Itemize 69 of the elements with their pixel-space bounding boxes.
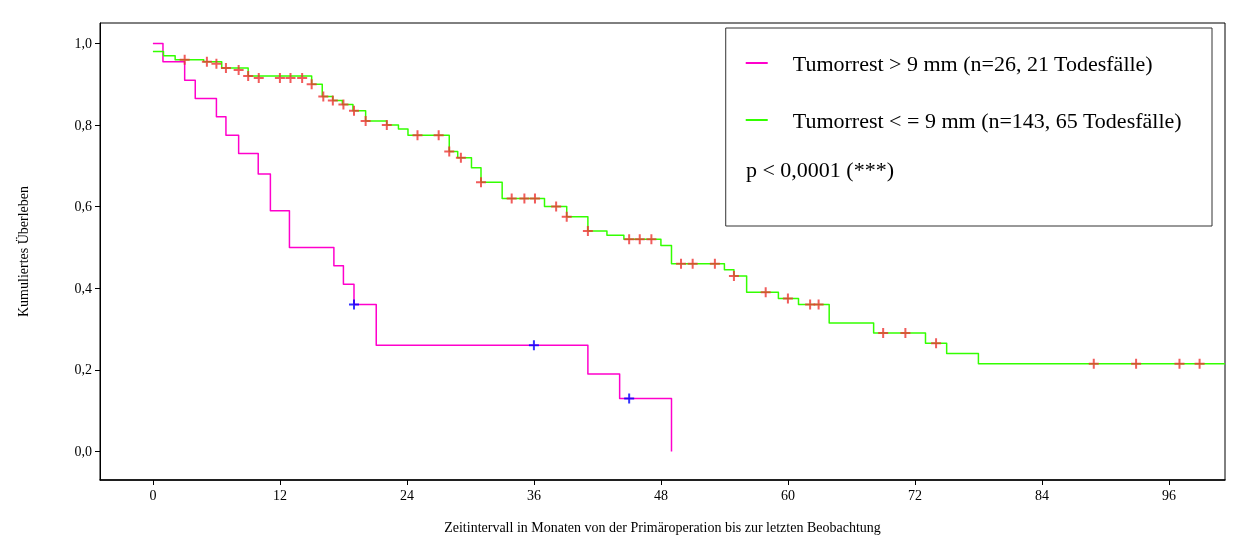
point [551,201,562,212]
y-tick-label: 0,4 [74,280,92,296]
point [687,258,698,269]
point [1088,358,1099,369]
point [381,120,392,131]
annotation: p < 0,0001 (***) [745,156,894,182]
point [624,234,635,245]
point [360,115,371,126]
point [782,293,793,304]
point [1174,358,1185,369]
x-tick-label: 72 [907,487,922,503]
point [243,71,254,82]
y-tick-label: 0,0 [74,443,92,459]
x-axis-title: Zeitintervall in Monaten von der Primäroperation bis zur letzten Beobachtung [444,519,881,535]
point [931,338,942,349]
x-tick-label: 60 [780,487,795,503]
point [582,226,593,237]
point [476,177,486,188]
point [529,193,540,204]
point [561,211,572,222]
point [211,58,222,69]
point [349,105,359,116]
x-tick-label: 96 [1161,487,1176,503]
point [813,299,824,310]
point [634,234,645,245]
point [274,73,285,84]
y-tick-label: 0,8 [74,117,92,133]
point [519,193,530,204]
point [201,56,212,67]
point [760,287,771,298]
point [433,130,444,141]
point [285,73,296,84]
point [306,79,317,90]
y-tick-label: 1,0 [74,35,92,51]
point [455,152,466,163]
point [327,95,338,106]
x-tick-label: 0 [149,487,157,503]
point [676,258,687,269]
x-tick-label: 48 [653,487,668,503]
point [233,64,244,75]
y-tick-label: 0,6 [74,199,92,215]
y-axis-title: Kumuliertes Überleben [14,185,31,318]
point [179,54,190,65]
point [318,91,329,102]
point [412,130,423,141]
point [444,146,455,157]
point [1194,358,1205,369]
point [805,299,816,310]
point [1131,358,1142,369]
point [506,193,517,204]
point [624,393,635,404]
x-tick-label: 84 [1034,487,1049,503]
x-tick-label: 24 [399,487,414,503]
point [220,62,231,73]
point [646,234,657,245]
point [297,73,308,84]
point [253,73,264,84]
point [878,328,889,339]
point [338,99,349,110]
point [709,258,720,269]
point [349,299,359,310]
point [728,270,739,281]
y-tick-label: 0,2 [74,362,92,378]
point [900,328,911,339]
x-tick-label: 12 [272,487,287,503]
point [528,340,539,351]
legend-label: Tumorrest < = 9 mm (n=143, 65 Todesfälle) [792,107,1182,133]
x-tick-label: 36 [526,487,541,503]
legend-label: Tumorrest > 9 mm (n=26, 21 Todesfälle) [792,50,1153,76]
